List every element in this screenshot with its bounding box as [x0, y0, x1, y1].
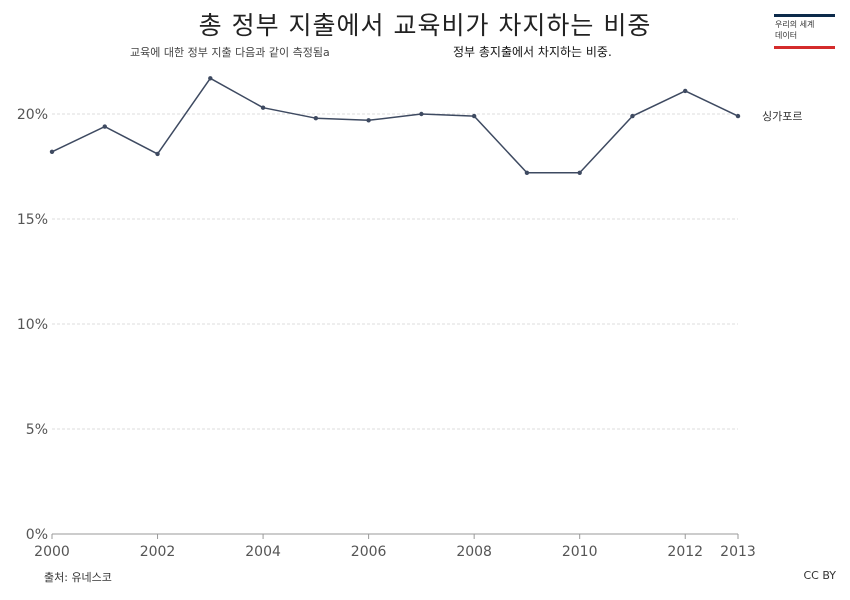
data-point [419, 111, 424, 117]
data-point [735, 113, 741, 119]
y-tick-label: 20% [17, 107, 48, 123]
data-point [471, 113, 477, 119]
logo-text-line2: 데이터 [775, 31, 798, 40]
axis-layer: 0% 5% 10% 15% 20% 2000 2002 2004 2006 2008 2010 201… [17, 107, 756, 560]
data-point [630, 113, 635, 119]
data-point [683, 88, 688, 94]
y-tick-label: 15% [17, 212, 48, 228]
chart-title: 총 정부 지출에서 교육비가 차지하는 비중 [198, 11, 652, 40]
label-layer: 싱가포르 [762, 110, 802, 123]
data-point [366, 118, 371, 123]
x-tick-label: 2010 [562, 544, 598, 560]
source-note[interactable]: 출처: 유네스코 [44, 571, 112, 584]
x-tick-label: 2002 [140, 544, 176, 560]
x-tick-label: 2006 [351, 544, 387, 560]
data-point [102, 124, 107, 129]
x-tick-label: 2012 [667, 544, 703, 560]
y-tick-label: 5% [26, 422, 48, 438]
logo-text: 우리의 세계 데이터 [775, 19, 814, 41]
grid-layer [52, 113, 738, 430]
series-layer [49, 76, 741, 175]
data-point [577, 170, 582, 175]
series-label: 싱가포르 [762, 110, 802, 123]
x-tick-label: 2013 [720, 544, 756, 560]
data-point [313, 116, 319, 121]
y-tick-label: 0% [26, 527, 48, 543]
x-tick-label: 2008 [456, 544, 492, 560]
x-tick-label: 2000 [34, 544, 70, 560]
logo-text-line1: 우리의 세계 [775, 20, 815, 29]
data-point [208, 76, 213, 81]
chart-subtitle-secondary: 정부 총지출에서 차지하는 비중. [453, 45, 612, 59]
chart-subtitle: 교육에 대한 정부 지출 다음과 같이 측정됨a [130, 46, 330, 59]
data-point [155, 151, 160, 157]
series-line [51, 77, 739, 174]
data-point [524, 170, 530, 175]
logo-bar-top [774, 14, 835, 17]
y-tick-label: 10% [17, 317, 48, 333]
data-point [260, 105, 266, 110]
x-tick-label: 2004 [245, 544, 281, 560]
data-point [49, 149, 55, 154]
license-note[interactable]: CC BY [803, 569, 836, 582]
owid-logo[interactable]: 우리의 세계 데이터 [774, 14, 835, 49]
logo-bar-bottom [774, 46, 835, 49]
